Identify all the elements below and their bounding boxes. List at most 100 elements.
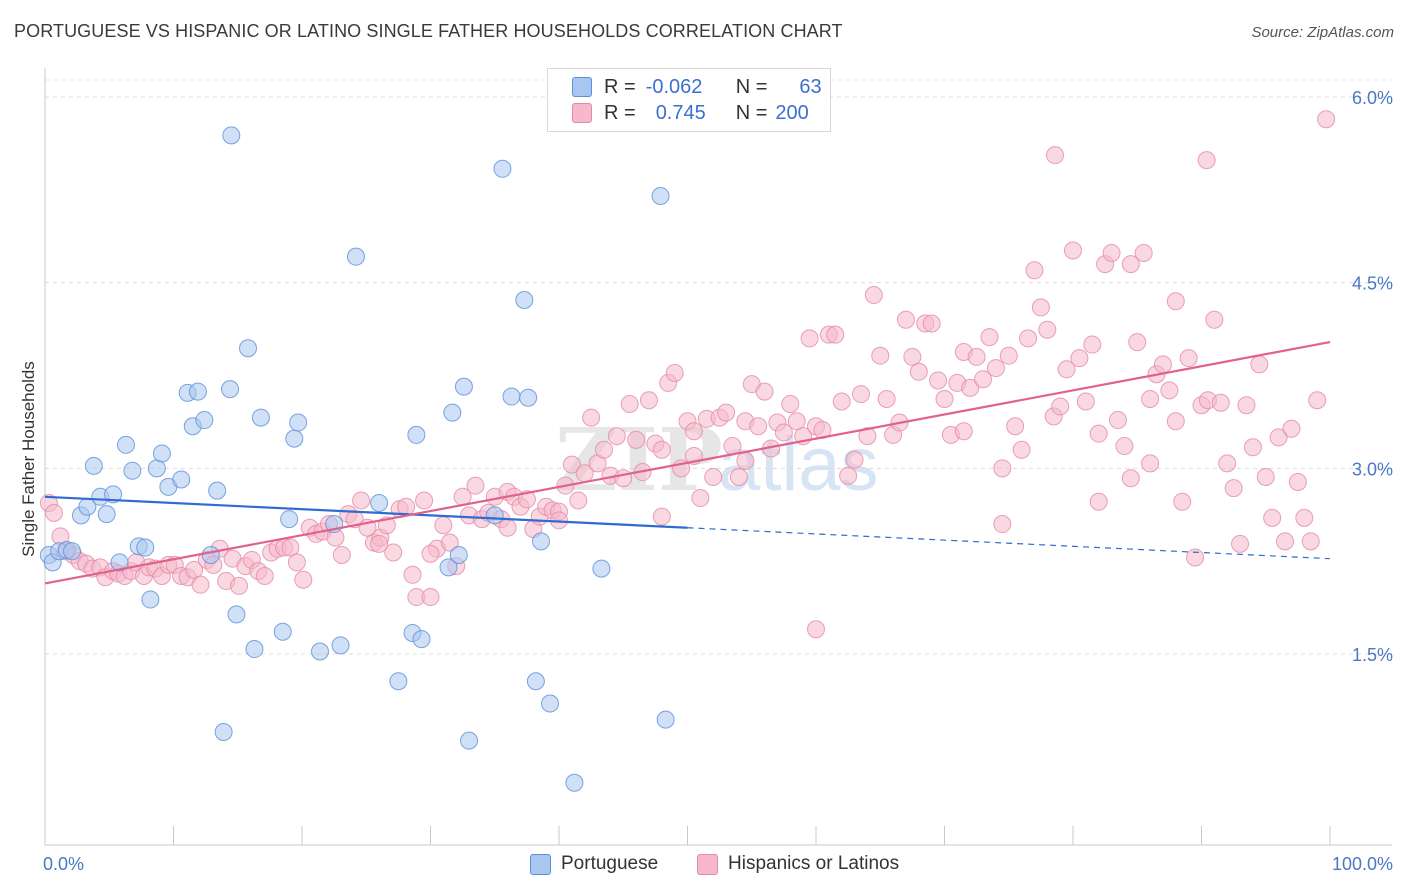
hispanic-point	[781, 394, 800, 413]
portuguese-point	[222, 126, 241, 145]
portuguese-point	[62, 542, 81, 561]
hispanic-point	[729, 467, 748, 486]
hispanic-point	[986, 359, 1005, 378]
hispanic-point	[993, 515, 1012, 534]
portuguese-point	[285, 429, 304, 448]
hispanic-point	[1301, 532, 1320, 551]
portuguese-point	[104, 485, 123, 504]
hispanic-point	[332, 545, 351, 564]
portuguese-point	[201, 545, 220, 564]
legend-item-hispanic: Hispanics or Latinos	[697, 852, 899, 876]
portuguese-point	[454, 377, 473, 396]
portuguese-legend-label: Portuguese	[561, 853, 659, 874]
hispanic-point	[684, 422, 703, 441]
portuguese-point	[460, 731, 479, 750]
hispanic-point	[294, 570, 313, 589]
hispanic-point	[1089, 424, 1108, 443]
hispanic-point	[384, 543, 403, 562]
portuguese-point	[208, 481, 227, 500]
hispanic-point	[1102, 243, 1121, 262]
portuguese-point	[116, 435, 135, 454]
hispanic-point	[1019, 329, 1038, 348]
hispanic-point	[1186, 548, 1205, 567]
chart-title: PORTUGUESE VS HISPANIC OR LATINO SINGLE …	[14, 21, 843, 41]
portuguese-legend-swatch	[530, 853, 551, 875]
r-value-hispanic: 0.745	[655, 101, 706, 124]
hispanic-point	[1128, 333, 1147, 352]
portuguese-point	[541, 694, 560, 713]
hispanic-point	[903, 347, 922, 366]
hispanic-point	[807, 620, 825, 639]
hispanic-point	[582, 408, 601, 427]
x-tick-label-max: 100.0%	[1332, 854, 1393, 874]
hispanic-point	[1269, 428, 1288, 447]
hispanic-point	[787, 412, 806, 431]
hispanic-point	[652, 440, 671, 459]
hispanic-point	[1089, 492, 1108, 511]
hispanic-point	[922, 314, 941, 333]
hispanic-point	[397, 497, 416, 516]
portuguese-point	[273, 622, 292, 641]
y-tick-label: 6.0%	[1352, 88, 1393, 108]
hispanic-point	[1256, 467, 1275, 486]
hispanic-point	[858, 427, 877, 446]
hispanic-point	[345, 510, 364, 529]
hispanic-point	[1083, 335, 1102, 354]
hispanic-point	[665, 364, 684, 383]
hispanic-point	[352, 491, 371, 510]
hispanic-point	[1070, 349, 1089, 368]
r-label: R =	[604, 75, 636, 98]
portuguese-point	[84, 456, 103, 475]
hispanic-point	[627, 430, 646, 449]
hispanic-point	[691, 489, 710, 508]
legend-row-portuguese: R = -0.062 N = 63	[572, 74, 822, 100]
hispanic-point	[287, 553, 306, 572]
portuguese-point	[214, 722, 233, 741]
hispanic-point	[1121, 255, 1140, 274]
portuguese-point	[651, 187, 670, 206]
portuguese-point	[310, 642, 329, 661]
hispanic-point	[421, 588, 440, 607]
portuguese-point	[221, 380, 240, 399]
hispanic-point	[839, 466, 858, 485]
hispanic-point	[1046, 146, 1065, 165]
hispanic-point	[1166, 292, 1185, 311]
portuguese-point	[331, 636, 350, 655]
portuguese-point	[123, 461, 142, 480]
hispanic-point	[1218, 454, 1237, 473]
hispanic-legend-swatch	[697, 853, 718, 875]
hispanic-point	[1121, 469, 1140, 488]
correlation-legend: R = -0.062 N = 63 R = 0.745 N = 200	[547, 68, 831, 132]
hispanic-point	[185, 560, 204, 579]
portuguese-point	[515, 290, 534, 309]
hispanic-point	[832, 392, 851, 411]
hispanic-point	[230, 576, 249, 595]
hispanic-point	[1276, 532, 1295, 551]
r-label: R =	[604, 101, 636, 124]
hispanic-point	[717, 403, 736, 422]
hispanic-point	[980, 328, 999, 347]
hispanic-point	[1205, 310, 1224, 329]
portuguese-point	[412, 630, 431, 649]
portuguese-point	[565, 773, 584, 792]
hispanic-point	[1006, 417, 1025, 436]
hispanic-point	[1179, 349, 1198, 368]
portuguese-trend-extension	[687, 527, 1331, 560]
hispanic-point	[191, 575, 210, 594]
y-tick-label: 4.5%	[1352, 274, 1393, 294]
portuguese-point	[172, 470, 191, 489]
n-label: N =	[735, 75, 768, 98]
hispanic-point	[1224, 479, 1243, 498]
hispanic-point	[1141, 390, 1160, 409]
hispanic-point	[1038, 320, 1057, 339]
portuguese-point	[439, 558, 458, 577]
hispanic-point	[1115, 437, 1134, 456]
portuguese-point	[370, 493, 389, 512]
portuguese-point	[592, 559, 611, 578]
hispanic-point	[639, 391, 658, 410]
hispanic-point	[1025, 261, 1044, 280]
x-tick-label-min: 0.0%	[43, 854, 84, 874]
hispanic-point	[1231, 534, 1250, 553]
hispanic-point	[620, 394, 639, 413]
hispanic-point	[255, 567, 274, 586]
